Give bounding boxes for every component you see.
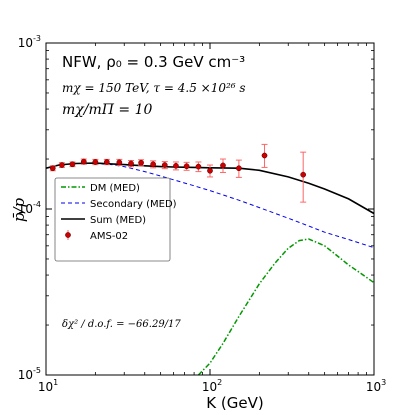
data-point-2 [69, 161, 76, 168]
data-point-15 [220, 162, 226, 169]
data-point-5 [104, 159, 110, 165]
annotation-line2: mχ = 150 TeV, τ = 4.5 ×10²⁶ s [62, 81, 246, 95]
legend-label-sum: Sum (MED) [90, 215, 146, 226]
y-tick-label-0: 10-5 [18, 366, 41, 382]
data-point-6 [116, 159, 123, 166]
x-tick-label-2: 103 [366, 378, 386, 394]
data-point-0 [49, 165, 56, 172]
legend-swatch-ams-marker [65, 232, 71, 238]
y-axis-label: p̄/p [10, 197, 28, 222]
data-point-1 [59, 162, 65, 168]
data-point-7 [128, 160, 134, 167]
data-point-9 [150, 161, 156, 168]
data-point-16 [236, 165, 242, 172]
legend-label-dm: DM (MED) [90, 183, 140, 194]
y-tick-label-1: 10-4 [18, 200, 41, 216]
annotation-line3: mχ/mΠ = 10 [62, 102, 152, 118]
series-group [45, 162, 375, 376]
legend-label-secondary: Secondary (MED) [90, 199, 177, 210]
series-line-dm-med [197, 238, 375, 376]
data-point-4 [92, 159, 99, 165]
legend-label-ams: AMS-02 [90, 231, 128, 242]
data-point-8 [138, 159, 144, 166]
x-tick-label-0: 101 [38, 378, 58, 394]
data-point-14 [207, 167, 213, 174]
data-point-13 [195, 163, 202, 170]
legend-box [54, 177, 171, 262]
series-line-sum-med [45, 162, 375, 215]
data-point-18 [300, 171, 307, 178]
data-point-12 [183, 163, 190, 170]
axis-ticks: 101 102 103 10-5 10-4 10-3 [18, 34, 386, 394]
y-tick-label-2: 10-3 [18, 34, 41, 50]
data-point-3 [80, 158, 87, 165]
x-axis-label: K (GeV) [206, 394, 263, 412]
x-tick-label-1: 102 [202, 378, 222, 394]
data-points-group [49, 143, 307, 203]
data-point-17 [261, 152, 268, 159]
series-line-secondary-med [45, 163, 375, 249]
annotation-chi2: δχ² / d.o.f. = −66.29/17 [62, 319, 181, 330]
legend: DM (MED) Secondary (MED) Sum (MED) AMS-0… [54, 177, 177, 262]
data-point-11 [173, 162, 179, 169]
data-point-10 [161, 162, 168, 168]
annotation-line1: NFW, ρ₀ = 0.3 GeV cm⁻³ [62, 53, 245, 71]
